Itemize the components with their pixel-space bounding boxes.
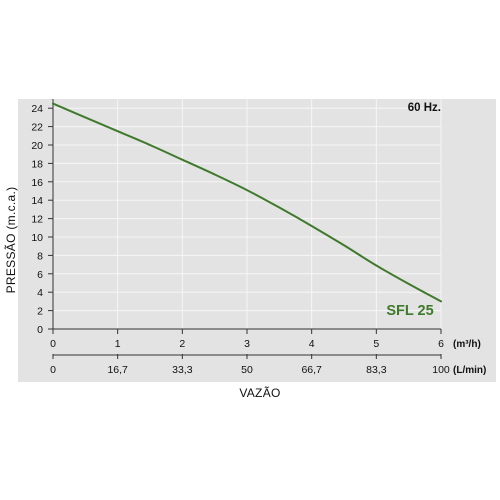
y-tick-label: 2 (37, 306, 43, 318)
x-top-tick-label: 3 (244, 338, 250, 350)
x-top-tick-label: 2 (179, 338, 185, 350)
x-bottom-tick-label: 0 (50, 364, 56, 376)
y-tick-label: 20 (31, 140, 43, 152)
x-top-tick-label: 0 (50, 338, 56, 350)
frequency-label: 60 Hz. (408, 102, 441, 114)
y-axis-title: PRESSÃO (m.c.a.) (4, 187, 18, 294)
y-tick-label: 4 (37, 287, 43, 299)
y-tick-label: 10 (31, 232, 43, 244)
y-tick-label: 8 (37, 250, 43, 262)
y-tick-label: 12 (31, 214, 43, 226)
x-top-tick-label: 5 (373, 338, 379, 350)
x-bottom-unit: (L/min) (453, 365, 486, 376)
x-bottom-tick-label: 33,3 (172, 364, 193, 376)
tick-marks (48, 99, 442, 359)
x-bottom-tick-label: 50 (241, 364, 253, 376)
x-bottom-tick-label: 16,7 (107, 364, 128, 376)
y-tick-label: 16 (31, 177, 43, 189)
y-tick-label: 18 (31, 158, 43, 170)
x-top-tick-label: 1 (115, 338, 121, 350)
x-bottom-tick-label: 83,3 (366, 364, 387, 376)
tick-labels: 02468101214161820222400116,7233,3350466,… (31, 103, 450, 376)
x-top-tick-label: 4 (309, 338, 315, 350)
series-layer (52, 102, 442, 303)
x-bottom-tick-label: 66,7 (301, 364, 322, 376)
x-top-unit: (m³/h) (453, 339, 481, 350)
x-top-tick-label: 6 (438, 338, 444, 350)
x-bottom-tick-label: 100 (432, 364, 450, 376)
plot-panel (18, 99, 496, 382)
series-line-0 (52, 102, 442, 303)
y-tick-label: 14 (31, 195, 43, 207)
y-tick-label: 24 (31, 103, 43, 115)
y-tick-label: 22 (31, 122, 43, 134)
series-label: SFL 25 (386, 303, 433, 319)
x-axis-title: VAZÃO (239, 386, 280, 400)
y-tick-label: 6 (37, 269, 43, 281)
y-tick-label: 0 (37, 324, 43, 336)
